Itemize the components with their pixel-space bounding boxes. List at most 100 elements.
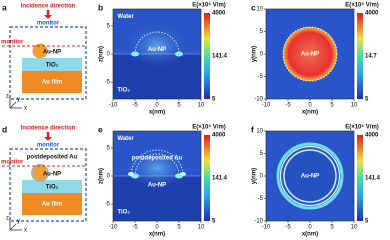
- x-tick-label: 0: [155, 103, 159, 109]
- film-label: Au film: [42, 202, 62, 208]
- map-label: Au-NP: [301, 52, 319, 58]
- x-tick-label: 5: [177, 225, 181, 231]
- x-tick-label: -10: [262, 225, 271, 231]
- x-tick-label: 5: [330, 103, 334, 109]
- colorbar-tick-label: 141.4: [212, 54, 228, 60]
- hotspot: [131, 51, 139, 57]
- x-tick-label: -10: [109, 103, 118, 109]
- x-tick-label: 0: [308, 225, 312, 231]
- map-label: Water: [117, 136, 134, 142]
- y-axis-label: z(nm): [99, 168, 105, 184]
- colorbar-tick-label: 141.4: [365, 176, 381, 182]
- x-tick-label: 5: [177, 103, 181, 109]
- hotspot: [175, 51, 183, 57]
- y-tick-label: 5: [260, 151, 264, 157]
- field-map-panel: f Au-NP -10 -5 0 5 10 10 5 0 -5 -10 x(nm) y(nm) E(×10⁶…: [251, 124, 381, 237]
- np-label: Au-NP: [43, 50, 61, 56]
- y-tick-label: 0: [107, 52, 111, 58]
- colorbar: [204, 135, 210, 221]
- axis-y: y: [17, 97, 20, 103]
- map-label: postdeposited Au: [132, 156, 183, 162]
- x-tick-label: 0: [155, 225, 159, 231]
- x-tick-label: -5: [132, 225, 138, 231]
- x-tick-label: 5: [330, 225, 334, 231]
- np-outline: [134, 153, 180, 177]
- y-tick-label: 5: [260, 29, 264, 35]
- monitor-side-label: monitor: [1, 160, 24, 166]
- y-axis-label: z(nm): [99, 46, 105, 62]
- field-map-panel: b Water Au-NP TiO₂ -10 -5 0 5 10 5 0 -5 x(nm) z(nm) E(…: [98, 2, 228, 115]
- y-tick-label: 10: [256, 129, 263, 135]
- panel-letter: d: [2, 124, 7, 134]
- tio2-label: TiO₂: [46, 185, 59, 191]
- field-map-panel: c Au-NP -10 -5 0 5 10 10 5 0 -5 -10 x(nm) y(nm) E(×10⁶…: [251, 2, 379, 115]
- arrow-head: [44, 15, 52, 19]
- ring-inner: [283, 149, 337, 203]
- x-tick-label: 10: [351, 103, 358, 109]
- field-glow: [125, 146, 189, 190]
- schematic-a: a Incidence direction monitor Au film Ti…: [1, 2, 87, 112]
- shell-label: postdeposited Au: [27, 155, 78, 161]
- colorbar-tick-label: 5: [212, 219, 216, 225]
- x-tick-label: -10: [262, 103, 271, 109]
- map-label: Au-NP: [301, 174, 319, 180]
- x-tick-label: -5: [132, 103, 138, 109]
- colorbar-tick-label: 4000: [212, 133, 226, 139]
- panel-letter: a: [2, 2, 7, 12]
- x-tick-label: 0: [308, 103, 312, 109]
- panel-letter: e: [98, 124, 103, 134]
- tio2-layer: [22, 180, 82, 193]
- monitor-label: monitor: [37, 21, 60, 27]
- x-axis-label: x(nm): [302, 232, 318, 238]
- np-outline: [134, 31, 180, 55]
- y-tick-label: 10: [256, 7, 263, 13]
- x-tick-label: 10: [198, 225, 205, 231]
- map-label: Au-NP: [148, 47, 166, 53]
- axis-y: y: [17, 219, 20, 225]
- arrow-head: [44, 137, 52, 141]
- axis-z: z: [6, 94, 9, 100]
- field-glow: [125, 24, 189, 68]
- y-tick-label: 5: [107, 23, 111, 29]
- panel-letter: f: [251, 124, 254, 134]
- y-tick-label: -5: [258, 196, 264, 202]
- axis-x: x: [24, 106, 27, 112]
- x-axis-label: x(nm): [302, 110, 318, 116]
- colorbar-tick-label: 5: [365, 97, 369, 103]
- colorbar-title: E(×10⁶ V/m): [345, 125, 379, 131]
- y-tick-label: -5: [258, 74, 264, 80]
- colorbar-tick-label: 141.4: [212, 176, 228, 182]
- x-tick-label: -5: [285, 103, 291, 109]
- y-tick-label: 0: [107, 174, 111, 180]
- panel-letter: b: [98, 2, 103, 12]
- x-axis-label: x(nm): [149, 110, 165, 116]
- y-axis-label: y(nm): [252, 46, 258, 62]
- y-tick-label: -10: [254, 97, 263, 103]
- colorbar-tick-label: 5: [365, 219, 369, 225]
- monitor-box: [9, 148, 87, 222]
- colorbar-title: E(×10⁶ V/m): [192, 3, 226, 9]
- au-film: [22, 193, 82, 215]
- colorbar-tick-label: 4000: [365, 11, 379, 17]
- y-tick-label: 0: [260, 174, 264, 180]
- axis-z: z: [6, 216, 9, 222]
- incidence-label: Incidence direction: [21, 4, 76, 10]
- ring-white: [279, 145, 341, 207]
- schematic-d: d Incidence direction monitor postdeposi…: [1, 124, 87, 234]
- map-label: TiO₂: [117, 210, 130, 216]
- monitor-side-label: monitor: [1, 40, 24, 46]
- axes-icon: [9, 218, 22, 231]
- map-label: Water: [117, 14, 134, 20]
- colorbar-title: E(×10⁶ V/m): [345, 3, 379, 9]
- y-axis-label: y(nm): [252, 168, 258, 184]
- shell-outline: [130, 149, 184, 177]
- colorbar: [357, 13, 363, 99]
- x-axis-label: x(nm): [149, 232, 165, 238]
- panel-letter: c: [251, 2, 256, 12]
- field-map-panel: e Water postdeposited Au Au-NP TiO₂ -10 -5 0 5 10…: [98, 124, 228, 237]
- nanoparticle: [33, 166, 47, 180]
- y-tick-label: -5: [105, 80, 111, 86]
- np-core: [286, 152, 334, 200]
- colorbar: [204, 13, 210, 99]
